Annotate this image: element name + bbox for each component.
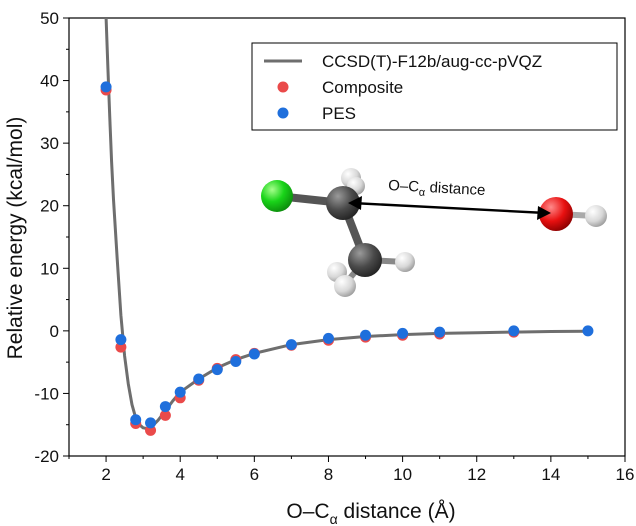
data-point (130, 414, 142, 426)
data-point (322, 332, 334, 344)
data-point (115, 334, 127, 346)
data-point (508, 325, 520, 337)
arrowhead-right (537, 206, 551, 220)
legend: CCSD(T)-F12b/aug-cc-pVQZ Composite PES (251, 42, 618, 131)
molecule-inset: O–Cα distance (261, 168, 607, 297)
y-tick-label: 40 (40, 72, 59, 91)
distance-arrow (351, 201, 547, 215)
x-tick-label: 16 (616, 465, 635, 484)
oxygen-atom (539, 197, 573, 231)
y-axis-title: Relative energy (kcal/mol) (4, 117, 27, 360)
x-tick-label: 8 (324, 465, 333, 484)
data-point (145, 417, 157, 429)
data-point (211, 364, 223, 376)
series-layer (100, 18, 594, 436)
x-tick-label: 14 (541, 465, 560, 484)
x-axis-title-sub: α (330, 511, 338, 526)
data-point (360, 329, 372, 341)
series-3 (100, 81, 594, 429)
x-tick-label: 2 (101, 465, 110, 484)
series-line (104, 18, 588, 430)
data-point (174, 386, 186, 398)
series-1 (104, 18, 588, 430)
y-tick-label: 20 (40, 197, 59, 216)
legend-marker-composite (277, 81, 289, 93)
distance-label-sub: α (418, 187, 426, 199)
y-tick-label: -20 (34, 447, 59, 466)
legend-label-pes: PES (322, 104, 356, 123)
y-tick-label: -10 (34, 384, 59, 403)
x-axis-ticks: 2 4 6 8 10 12 14 16 (68, 456, 635, 484)
x-axis-title-main: O–C (286, 500, 329, 523)
y-tick-label: 50 (40, 9, 59, 28)
hydrogen-atom (395, 252, 415, 272)
y-axis-ticks: -20 -10 0 10 20 30 40 50 (34, 9, 69, 466)
data-point (100, 81, 112, 93)
chlorine-atom (261, 180, 293, 212)
legend-label-composite: Composite (322, 78, 403, 97)
data-point (248, 348, 260, 360)
distance-label-main: O–C (388, 177, 420, 196)
legend-marker-pes (277, 107, 289, 119)
x-axis-title-tail: distance (Å) (338, 500, 456, 523)
data-point (285, 339, 297, 351)
data-point (159, 401, 171, 413)
carbon-atom-alpha (326, 186, 360, 220)
distance-label: O–Cα distance (388, 177, 486, 202)
arrowhead-left (348, 196, 362, 210)
x-axis-title: O–Cα distance (Å) (286, 500, 455, 526)
y-tick-label: 10 (40, 259, 59, 278)
data-point (193, 373, 205, 385)
data-point (230, 356, 242, 368)
x-tick-label: 12 (467, 465, 486, 484)
legend-box (251, 42, 618, 131)
hydrogen-atom (585, 205, 607, 227)
carbon-atom (348, 243, 382, 277)
x-tick-label: 10 (393, 465, 412, 484)
y-tick-label: 0 (50, 322, 59, 341)
data-point (582, 325, 594, 337)
data-point (397, 327, 409, 339)
y-tick-label: 30 (40, 134, 59, 153)
x-tick-label: 4 (175, 465, 184, 484)
series-2 (100, 84, 520, 436)
x-tick-label: 6 (250, 465, 259, 484)
data-point (434, 326, 446, 338)
legend-label-ccsd: CCSD(T)-F12b/aug-cc-pVQZ (322, 52, 542, 71)
data-point (159, 409, 171, 421)
hydrogen-atom (334, 275, 356, 297)
distance-label-tail: distance (425, 179, 486, 199)
